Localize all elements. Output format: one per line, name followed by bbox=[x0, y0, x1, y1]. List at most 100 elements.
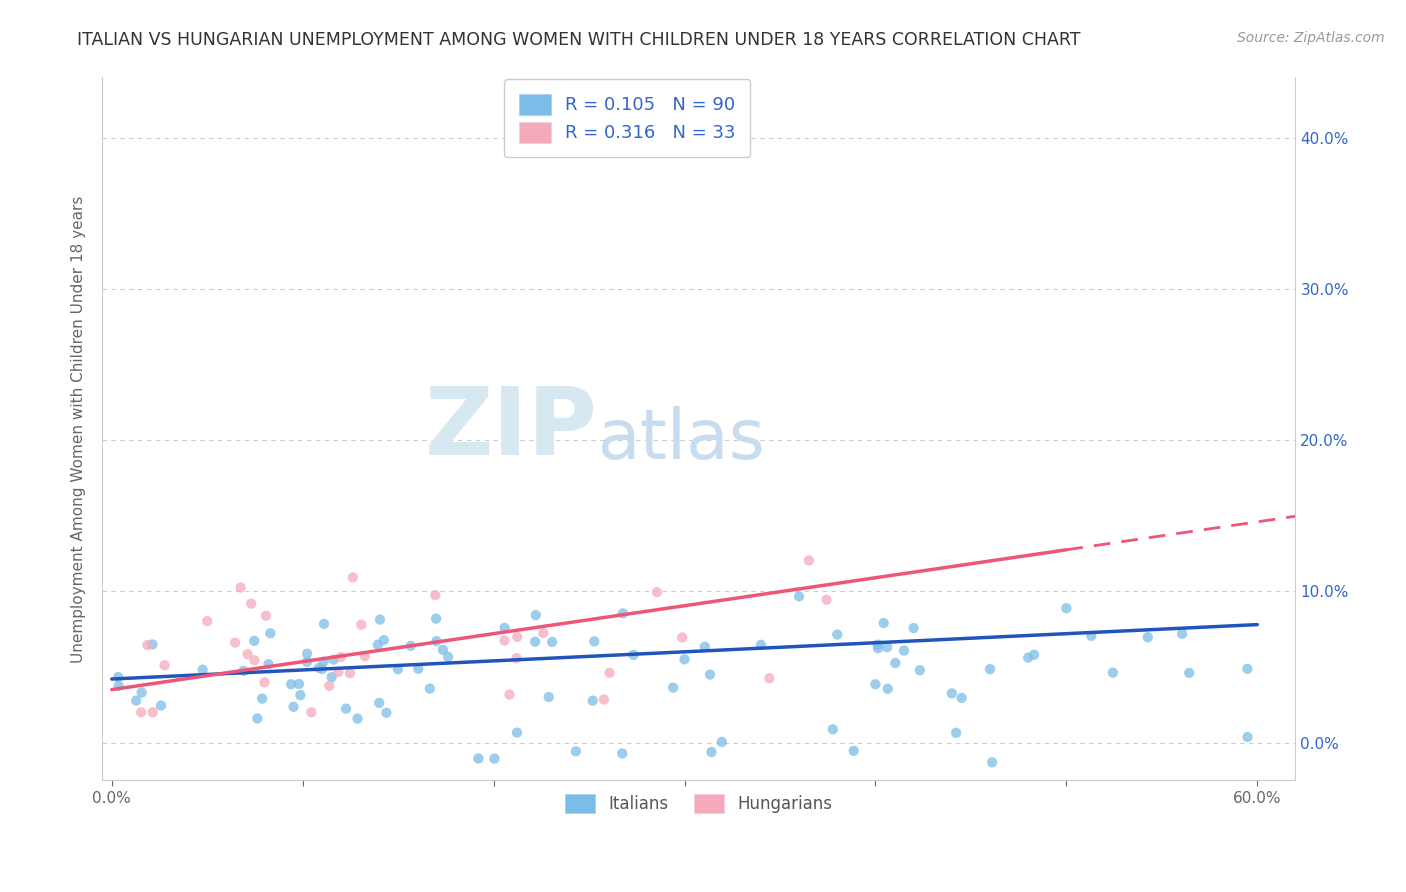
Point bbox=[565, 744, 588, 758]
Point bbox=[295, 655, 318, 669]
Point bbox=[321, 670, 343, 684]
Point bbox=[612, 607, 634, 621]
Point bbox=[1178, 665, 1201, 680]
Point bbox=[232, 664, 254, 678]
Point bbox=[645, 585, 668, 599]
Point bbox=[150, 698, 173, 713]
Point bbox=[342, 570, 364, 584]
Point bbox=[295, 647, 318, 661]
Point bbox=[432, 642, 454, 657]
Point bbox=[531, 626, 554, 640]
Point bbox=[1054, 601, 1077, 615]
Point bbox=[1080, 629, 1102, 643]
Point bbox=[599, 665, 621, 680]
Point bbox=[467, 751, 489, 765]
Point bbox=[142, 706, 165, 720]
Point bbox=[399, 639, 422, 653]
Point bbox=[373, 633, 395, 648]
Point bbox=[437, 649, 460, 664]
Point bbox=[191, 663, 214, 677]
Point bbox=[1022, 648, 1045, 662]
Y-axis label: Unemployment Among Women with Children Under 18 years: Unemployment Among Women with Children U… bbox=[72, 195, 86, 663]
Point bbox=[866, 638, 889, 652]
Point bbox=[339, 666, 361, 681]
Point bbox=[246, 711, 269, 725]
Point bbox=[662, 681, 685, 695]
Point bbox=[494, 633, 516, 648]
Point bbox=[329, 650, 352, 665]
Point bbox=[893, 643, 915, 657]
Point bbox=[872, 616, 894, 631]
Point bbox=[494, 621, 516, 635]
Point bbox=[1136, 630, 1159, 644]
Point bbox=[131, 685, 153, 699]
Point bbox=[318, 679, 340, 693]
Point bbox=[979, 662, 1001, 676]
Point bbox=[673, 652, 696, 666]
Point bbox=[842, 744, 865, 758]
Point bbox=[537, 690, 560, 704]
Point bbox=[236, 647, 259, 661]
Point bbox=[280, 677, 302, 691]
Point bbox=[368, 613, 391, 627]
Point bbox=[821, 723, 844, 737]
Point bbox=[328, 665, 350, 679]
Point bbox=[299, 706, 322, 720]
Point bbox=[257, 657, 280, 672]
Point bbox=[243, 653, 266, 667]
Point bbox=[815, 592, 838, 607]
Point bbox=[505, 651, 527, 665]
Point bbox=[308, 661, 330, 675]
Point bbox=[1236, 662, 1258, 676]
Point bbox=[623, 648, 645, 662]
Point bbox=[322, 653, 344, 667]
Text: Source: ZipAtlas.com: Source: ZipAtlas.com bbox=[1237, 31, 1385, 45]
Point bbox=[700, 745, 723, 759]
Point bbox=[866, 641, 889, 656]
Point bbox=[903, 621, 925, 635]
Point bbox=[710, 735, 733, 749]
Point bbox=[758, 671, 780, 685]
Point bbox=[406, 662, 429, 676]
Point bbox=[825, 627, 848, 641]
Point bbox=[592, 692, 614, 706]
Point bbox=[240, 597, 263, 611]
Point bbox=[141, 638, 163, 652]
Point bbox=[749, 638, 772, 652]
Legend: Italians, Hungarians: Italians, Hungarians bbox=[554, 782, 844, 825]
Point bbox=[254, 608, 277, 623]
Point bbox=[671, 631, 693, 645]
Point bbox=[335, 701, 357, 715]
Point bbox=[506, 725, 529, 739]
Point bbox=[129, 706, 152, 720]
Point bbox=[1236, 730, 1258, 744]
Point bbox=[950, 690, 973, 705]
Point bbox=[312, 655, 335, 669]
Text: ZIP: ZIP bbox=[425, 383, 598, 475]
Point bbox=[876, 640, 898, 654]
Point bbox=[908, 663, 931, 677]
Point bbox=[498, 688, 520, 702]
Point bbox=[1017, 650, 1039, 665]
Point bbox=[876, 681, 898, 696]
Point bbox=[425, 634, 447, 648]
Point bbox=[312, 616, 335, 631]
Text: ITALIAN VS HUNGARIAN UNEMPLOYMENT AMONG WOMEN WITH CHILDREN UNDER 18 YEARS CORRE: ITALIAN VS HUNGARIAN UNEMPLOYMENT AMONG … bbox=[77, 31, 1081, 49]
Point bbox=[419, 681, 441, 696]
Point bbox=[224, 635, 246, 649]
Point bbox=[259, 626, 281, 640]
Point bbox=[107, 679, 129, 693]
Point bbox=[524, 608, 547, 623]
Point bbox=[283, 699, 305, 714]
Point bbox=[583, 634, 606, 648]
Point bbox=[787, 590, 810, 604]
Point bbox=[367, 638, 389, 652]
Point bbox=[368, 696, 391, 710]
Point bbox=[311, 662, 333, 676]
Point bbox=[524, 634, 547, 648]
Point bbox=[1171, 627, 1194, 641]
Point bbox=[346, 712, 368, 726]
Point bbox=[288, 677, 311, 691]
Point bbox=[153, 658, 176, 673]
Point bbox=[612, 747, 634, 761]
